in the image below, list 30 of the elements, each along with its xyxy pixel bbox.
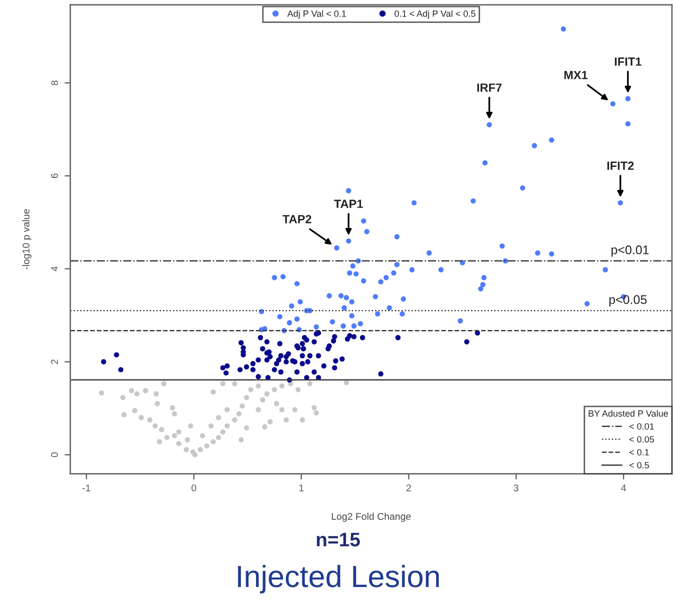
y-axis-title: -log10 p value [22,209,32,270]
annotation: < 0.1 [629,449,649,456]
text: n=15 [316,532,360,546]
x-tick-label: 3 [514,484,518,492]
annotation: p<0.05 [609,295,647,306]
annotation: MX1 [564,71,588,80]
y-tick-label: 8 [51,80,58,86]
legend-title: BY Adusted P Value [588,410,668,417]
y-tick-label: 0 [51,452,58,458]
x-tick-label: 0 [192,484,196,492]
x-tick-label: 2 [406,484,411,492]
legend-label: Adj P Val < 0.1 [287,10,346,19]
legend-label: 0.1 < Adj P Val < 0.5 [394,10,476,19]
x-tick-label: 1 [299,484,304,492]
annotation: IFIT2 [607,162,634,170]
annotation: < 0.5 [629,462,649,468]
y-tick-label: 4 [51,266,58,272]
y-tick-label: 2 [51,360,58,364]
y-tick-label: 6 [51,174,58,178]
annotation: TAP1 [334,200,363,208]
x-tick-label: -1 [82,484,90,492]
text: Injected Lesion [238,564,439,594]
annotation: < 0.01 [629,423,654,430]
x-tick-label: 4 [621,484,626,492]
annotation: IFIT1 [614,58,642,66]
annotation: < 0.05 [629,436,654,443]
annotation: TAP2 [282,214,312,224]
annotation: IRF7 [477,84,502,92]
x-axis-title: Log2 Fold Change [332,512,411,522]
annotation: p<0.01 [612,245,649,257]
